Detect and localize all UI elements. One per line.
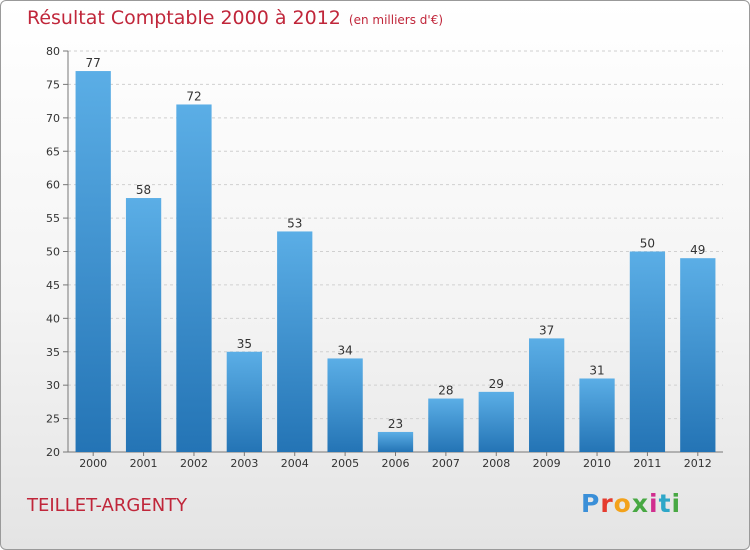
y-tick-label: 55 (46, 212, 60, 225)
chart-title-text: Résultat Comptable 2000 à 2012 (27, 7, 341, 29)
value-label-2004: 53 (287, 216, 302, 230)
logo-letter-1: P (581, 489, 601, 518)
value-label-2000: 77 (86, 56, 101, 70)
x-tick-label-2010: 2010 (583, 457, 611, 470)
x-tick-label-2003: 2003 (230, 457, 258, 470)
y-tick-label: 20 (46, 446, 60, 459)
logo-letter-7: i (671, 489, 682, 518)
bar-2001 (125, 198, 162, 452)
value-label-2001: 58 (136, 183, 151, 197)
y-tick-label: 75 (46, 78, 60, 91)
value-label-2005: 34 (337, 343, 352, 357)
value-label-2009: 37 (539, 323, 554, 337)
x-tick-label-2007: 2007 (432, 457, 460, 470)
x-tick-label-2009: 2009 (533, 457, 561, 470)
y-tick-label: 45 (46, 279, 60, 292)
bars (75, 71, 716, 453)
y-tick-label: 25 (46, 413, 60, 426)
bar-2009 (529, 338, 565, 452)
bar-2012 (680, 258, 716, 452)
value-label-2011: 50 (640, 237, 655, 251)
proxiti-logo: Proxiti (581, 489, 681, 518)
value-label-2010: 31 (589, 363, 604, 377)
y-tick-label: 40 (46, 312, 60, 325)
city-name: TEILLET-ARGENTY (27, 495, 188, 516)
bar-2002 (176, 104, 212, 452)
x-tick-label-2002: 2002 (180, 457, 208, 470)
x-tick-label-2008: 2008 (482, 457, 510, 470)
axes: 20 25 30 35 40 45 50 55 60 65 70 75 80 2000 2001 2002 20… (46, 45, 723, 470)
value-label-2012: 49 (690, 243, 705, 257)
grid-lines (68, 50, 723, 453)
y-tick-label: 80 (46, 45, 60, 58)
bar-2008 (478, 391, 514, 452)
bar-2004 (277, 231, 313, 452)
x-tick-label-2012: 2012 (684, 457, 712, 470)
x-tick-label-2005: 2005 (331, 457, 359, 470)
value-label-2008: 29 (489, 377, 504, 391)
value-label-2007: 28 (438, 384, 453, 398)
x-tick-label-2000: 2000 (79, 457, 107, 470)
y-tick-label: 65 (46, 145, 60, 158)
bar-2003 (226, 351, 262, 452)
logo-letter-2: r (600, 489, 614, 518)
y-tick-label: 60 (46, 179, 60, 192)
bar-2005 (327, 358, 363, 452)
bar-2011 (629, 251, 666, 452)
x-tick-label-2001: 2001 (130, 457, 158, 470)
y-tick-label: 50 (46, 246, 60, 259)
value-label-2006: 23 (388, 417, 403, 431)
value-label-2003: 35 (237, 337, 252, 351)
logo-letter-5: i (649, 489, 659, 518)
y-tick-label: 70 (46, 112, 60, 125)
logo-letter-3: o (613, 489, 632, 518)
value-label-2002: 72 (186, 89, 201, 103)
bar-2006 (377, 431, 414, 452)
x-tick-label-2011: 2011 (633, 457, 661, 470)
bar-2010 (579, 378, 615, 452)
logo-letter-6: t (658, 489, 672, 518)
chart-title: Résultat Comptable 2000 à 2012 (en millie… (27, 7, 443, 29)
x-tick-label-2006: 2006 (382, 457, 410, 470)
logo-letter-4: x (631, 489, 649, 518)
bar-2007 (428, 398, 464, 452)
bar-2000 (75, 71, 111, 453)
y-tick-label: 35 (46, 346, 60, 359)
x-tick-label-2004: 2004 (281, 457, 309, 470)
value-labels: 77 58 72 35 53 34 23 28 29 37 31 50 49 (86, 56, 706, 431)
y-tick-label: 30 (46, 379, 60, 392)
chart-subtitle: (en milliers d'€) (348, 13, 444, 27)
